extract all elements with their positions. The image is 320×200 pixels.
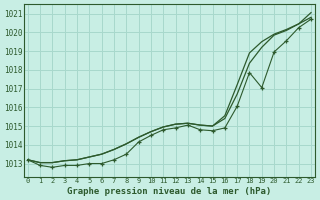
X-axis label: Graphe pression niveau de la mer (hPa): Graphe pression niveau de la mer (hPa) [67,187,272,196]
